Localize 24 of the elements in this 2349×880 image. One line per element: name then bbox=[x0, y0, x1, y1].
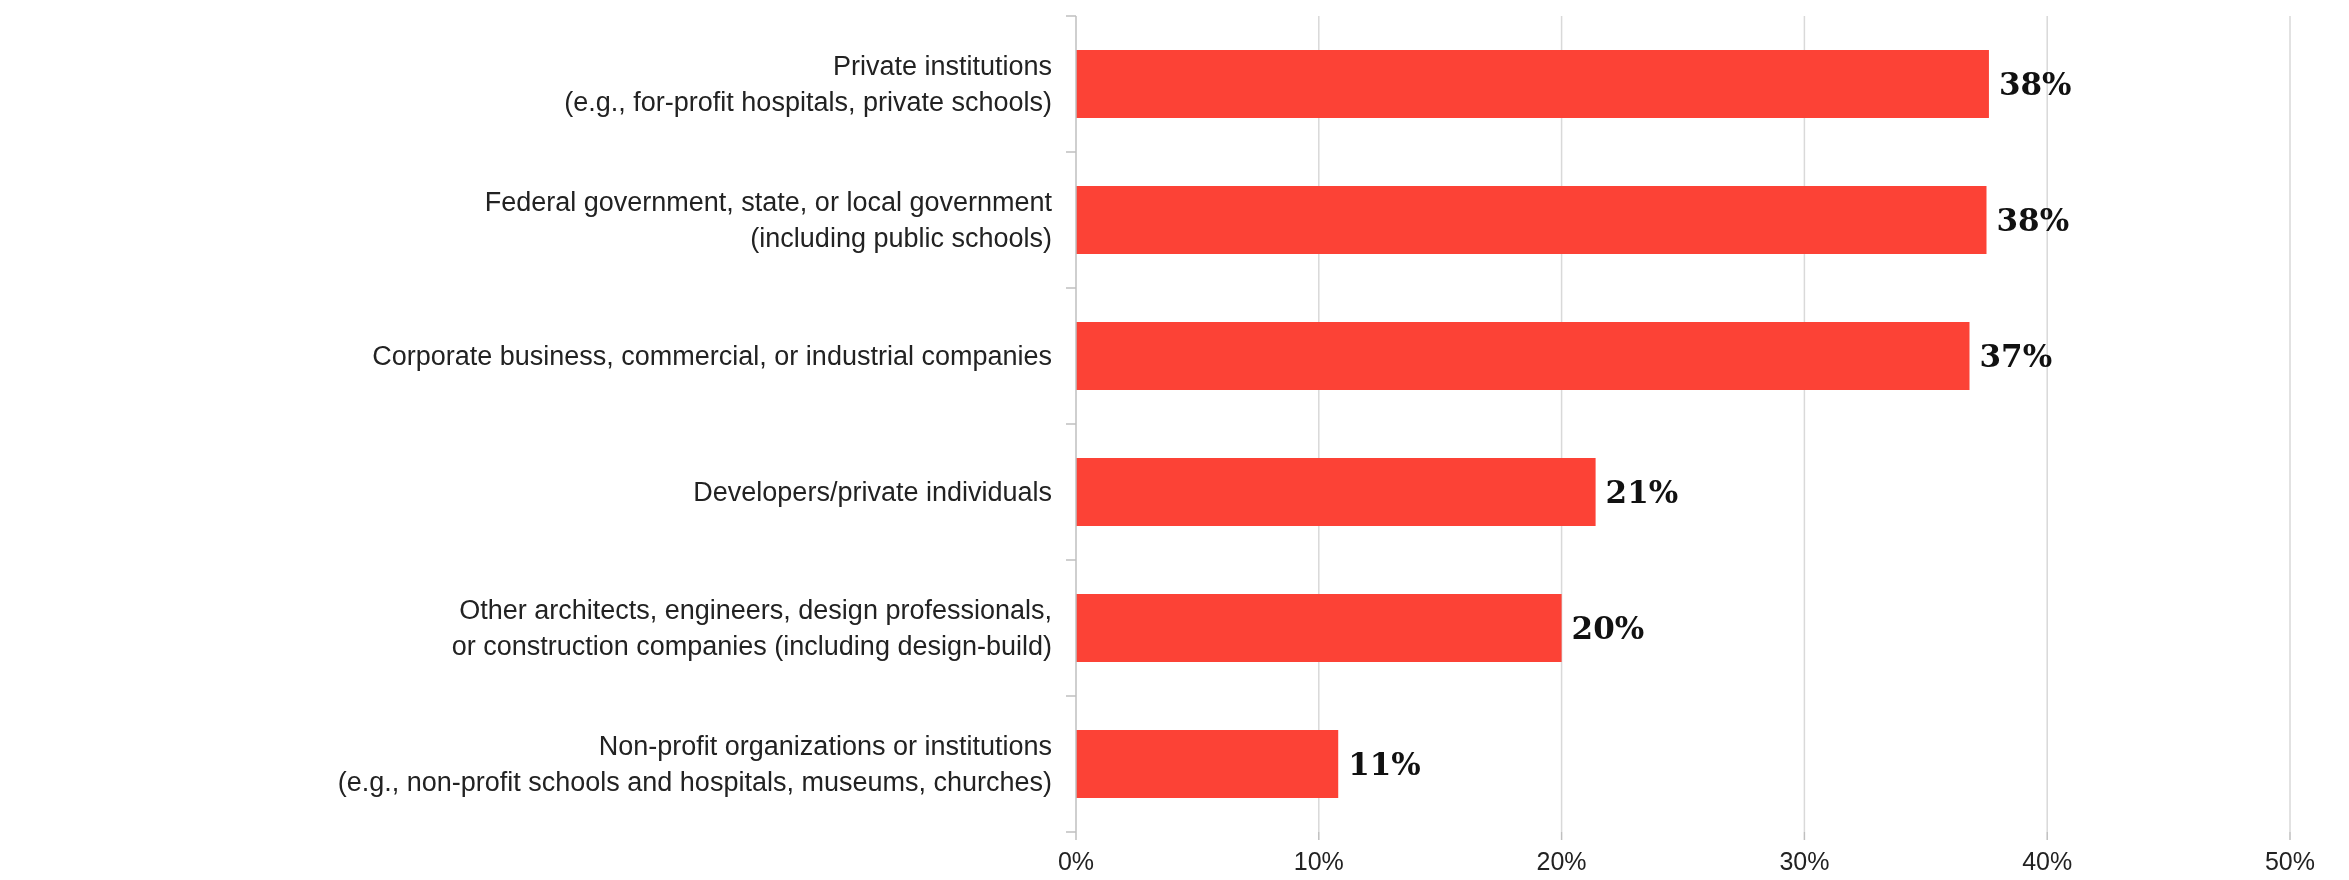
x-tick-label: 0% bbox=[1057, 847, 1095, 875]
data-label: 38% bbox=[1998, 66, 2072, 102]
data-label: 38% bbox=[1996, 202, 2070, 238]
x-tick-label: 40% bbox=[2022, 847, 2073, 875]
x-tick-label: 50% bbox=[2264, 847, 2316, 875]
bar bbox=[1076, 322, 1970, 390]
bar bbox=[1076, 594, 1562, 662]
bar bbox=[1076, 50, 1989, 118]
x-tick-label: 20% bbox=[1536, 847, 1587, 875]
data-label: 21% bbox=[1605, 474, 1679, 510]
y-tick-label: Corporate business, commercial, or industrial companies bbox=[372, 341, 1052, 371]
bar bbox=[1076, 730, 1339, 798]
y-tick-label: Non-profit organizations or institutions (e.g., non-profit schools and hospitals, museums, churches) bbox=[337, 731, 1052, 797]
y-tick-label: Federal government, state, or local government (including public schools) bbox=[484, 187, 1053, 253]
x-tick-label: 10% bbox=[1293, 847, 1344, 875]
bar bbox=[1076, 186, 1987, 254]
y-tick-label: Other architects, engineers, design professionals, or construction companies (including design-build) bbox=[451, 595, 1052, 661]
y-tick-label: Private institutions (e.g., for-profit hospitals, private schools) bbox=[564, 51, 1052, 117]
data-label: 37% bbox=[1979, 338, 2053, 374]
bar bbox=[1076, 458, 1596, 526]
data-label: 20% bbox=[1571, 610, 1645, 646]
x-tick-label: 30% bbox=[1779, 847, 1830, 875]
y-tick-label: Developers/private individuals bbox=[693, 477, 1052, 507]
data-label: 11% bbox=[1348, 746, 1421, 782]
